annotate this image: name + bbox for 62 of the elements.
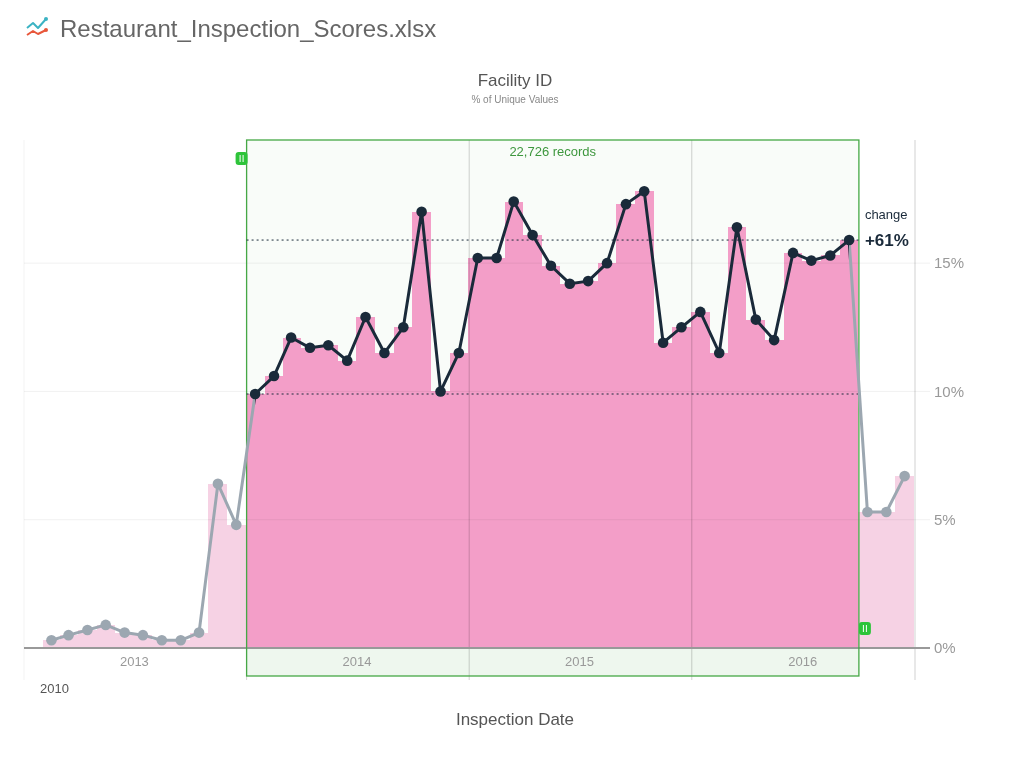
x-tick-label: 2013 [119, 654, 149, 669]
point [304, 342, 316, 354]
point [46, 635, 57, 646]
point [472, 252, 484, 264]
x-tick-label: 2014 [342, 654, 372, 669]
point [379, 347, 390, 359]
point [768, 334, 780, 346]
point [750, 314, 762, 325]
point [491, 252, 502, 264]
point [881, 506, 892, 518]
chart-subtitle: % of Unique Values [471, 94, 559, 105]
ref-line-label: change +61% [864, 207, 909, 251]
point [285, 332, 297, 343]
x-tick-label: 2016 [788, 654, 818, 669]
x-axis-title: Inspection Date [455, 710, 575, 729]
point [82, 624, 93, 636]
point [341, 355, 353, 366]
y-tick-label: 10% [934, 382, 965, 400]
point [63, 629, 74, 641]
point [601, 257, 613, 269]
point [360, 311, 371, 323]
point [193, 627, 205, 638]
point [268, 370, 280, 382]
point [787, 247, 799, 259]
y-tick-label: 0% [934, 639, 956, 657]
point [249, 388, 261, 400]
point [453, 347, 465, 359]
band-label: 22,726 records [509, 144, 597, 159]
point [119, 627, 130, 638]
point [806, 255, 817, 266]
point [824, 250, 836, 261]
point [212, 478, 224, 490]
point [843, 234, 855, 246]
chart-title: Facility ID [477, 71, 553, 90]
point [545, 260, 557, 272]
point [230, 519, 242, 531]
point [638, 186, 650, 197]
point [564, 278, 576, 289]
point [416, 206, 427, 218]
point [713, 347, 725, 359]
point [100, 619, 112, 631]
x-tick-label: 2015 [565, 654, 595, 669]
point [862, 506, 873, 518]
y-tick-label: 5% [934, 510, 956, 528]
point [695, 306, 706, 318]
text: 2010 [40, 681, 69, 696]
point [137, 629, 149, 641]
point [156, 635, 168, 646]
point [899, 470, 910, 482]
point [398, 321, 409, 333]
point [731, 221, 743, 233]
point [620, 198, 632, 210]
point [435, 386, 446, 397]
text: Restaurant_Inspection_Scores.xlsx [60, 15, 437, 42]
point [582, 275, 594, 287]
y-tick-label: 15% [934, 254, 965, 272]
point [676, 321, 687, 333]
point [508, 196, 520, 207]
point [657, 337, 669, 348]
point [323, 339, 334, 351]
point [175, 635, 187, 646]
point [527, 229, 538, 241]
